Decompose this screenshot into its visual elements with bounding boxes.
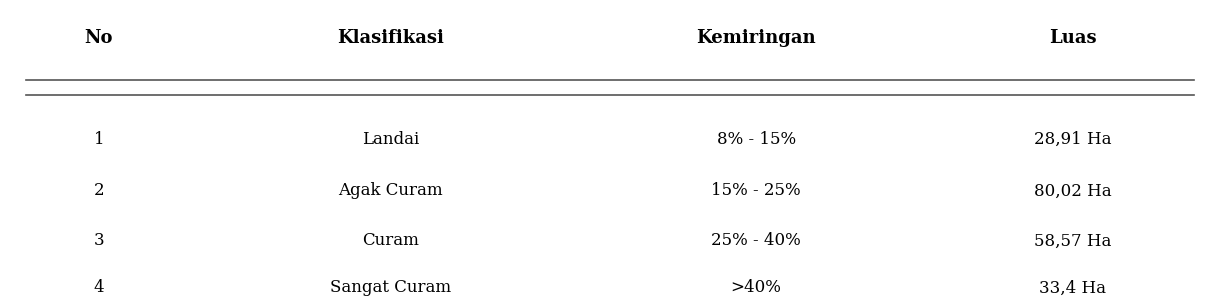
Text: Agak Curam: Agak Curam	[339, 182, 443, 200]
Text: Sangat Curam: Sangat Curam	[331, 279, 451, 297]
Text: 8% - 15%: 8% - 15%	[716, 131, 795, 148]
Text: Landai: Landai	[362, 131, 420, 148]
Text: No: No	[84, 29, 113, 47]
Text: Luas: Luas	[1049, 29, 1097, 47]
Text: 33,4 Ha: 33,4 Ha	[1039, 279, 1107, 297]
Text: Kemiringan: Kemiringan	[697, 29, 816, 47]
Text: Curam: Curam	[362, 233, 420, 249]
Text: Klasifikasi: Klasifikasi	[338, 29, 444, 47]
Text: 15% - 25%: 15% - 25%	[711, 182, 800, 200]
Text: 25% - 40%: 25% - 40%	[711, 233, 802, 249]
Text: 2: 2	[94, 182, 104, 200]
Text: 3: 3	[94, 233, 104, 249]
Text: 1: 1	[94, 131, 104, 148]
Text: 4: 4	[94, 279, 104, 297]
Text: >40%: >40%	[731, 279, 782, 297]
Text: 58,57 Ha: 58,57 Ha	[1033, 233, 1111, 249]
Text: 28,91 Ha: 28,91 Ha	[1033, 131, 1111, 148]
Text: 80,02 Ha: 80,02 Ha	[1033, 182, 1111, 200]
